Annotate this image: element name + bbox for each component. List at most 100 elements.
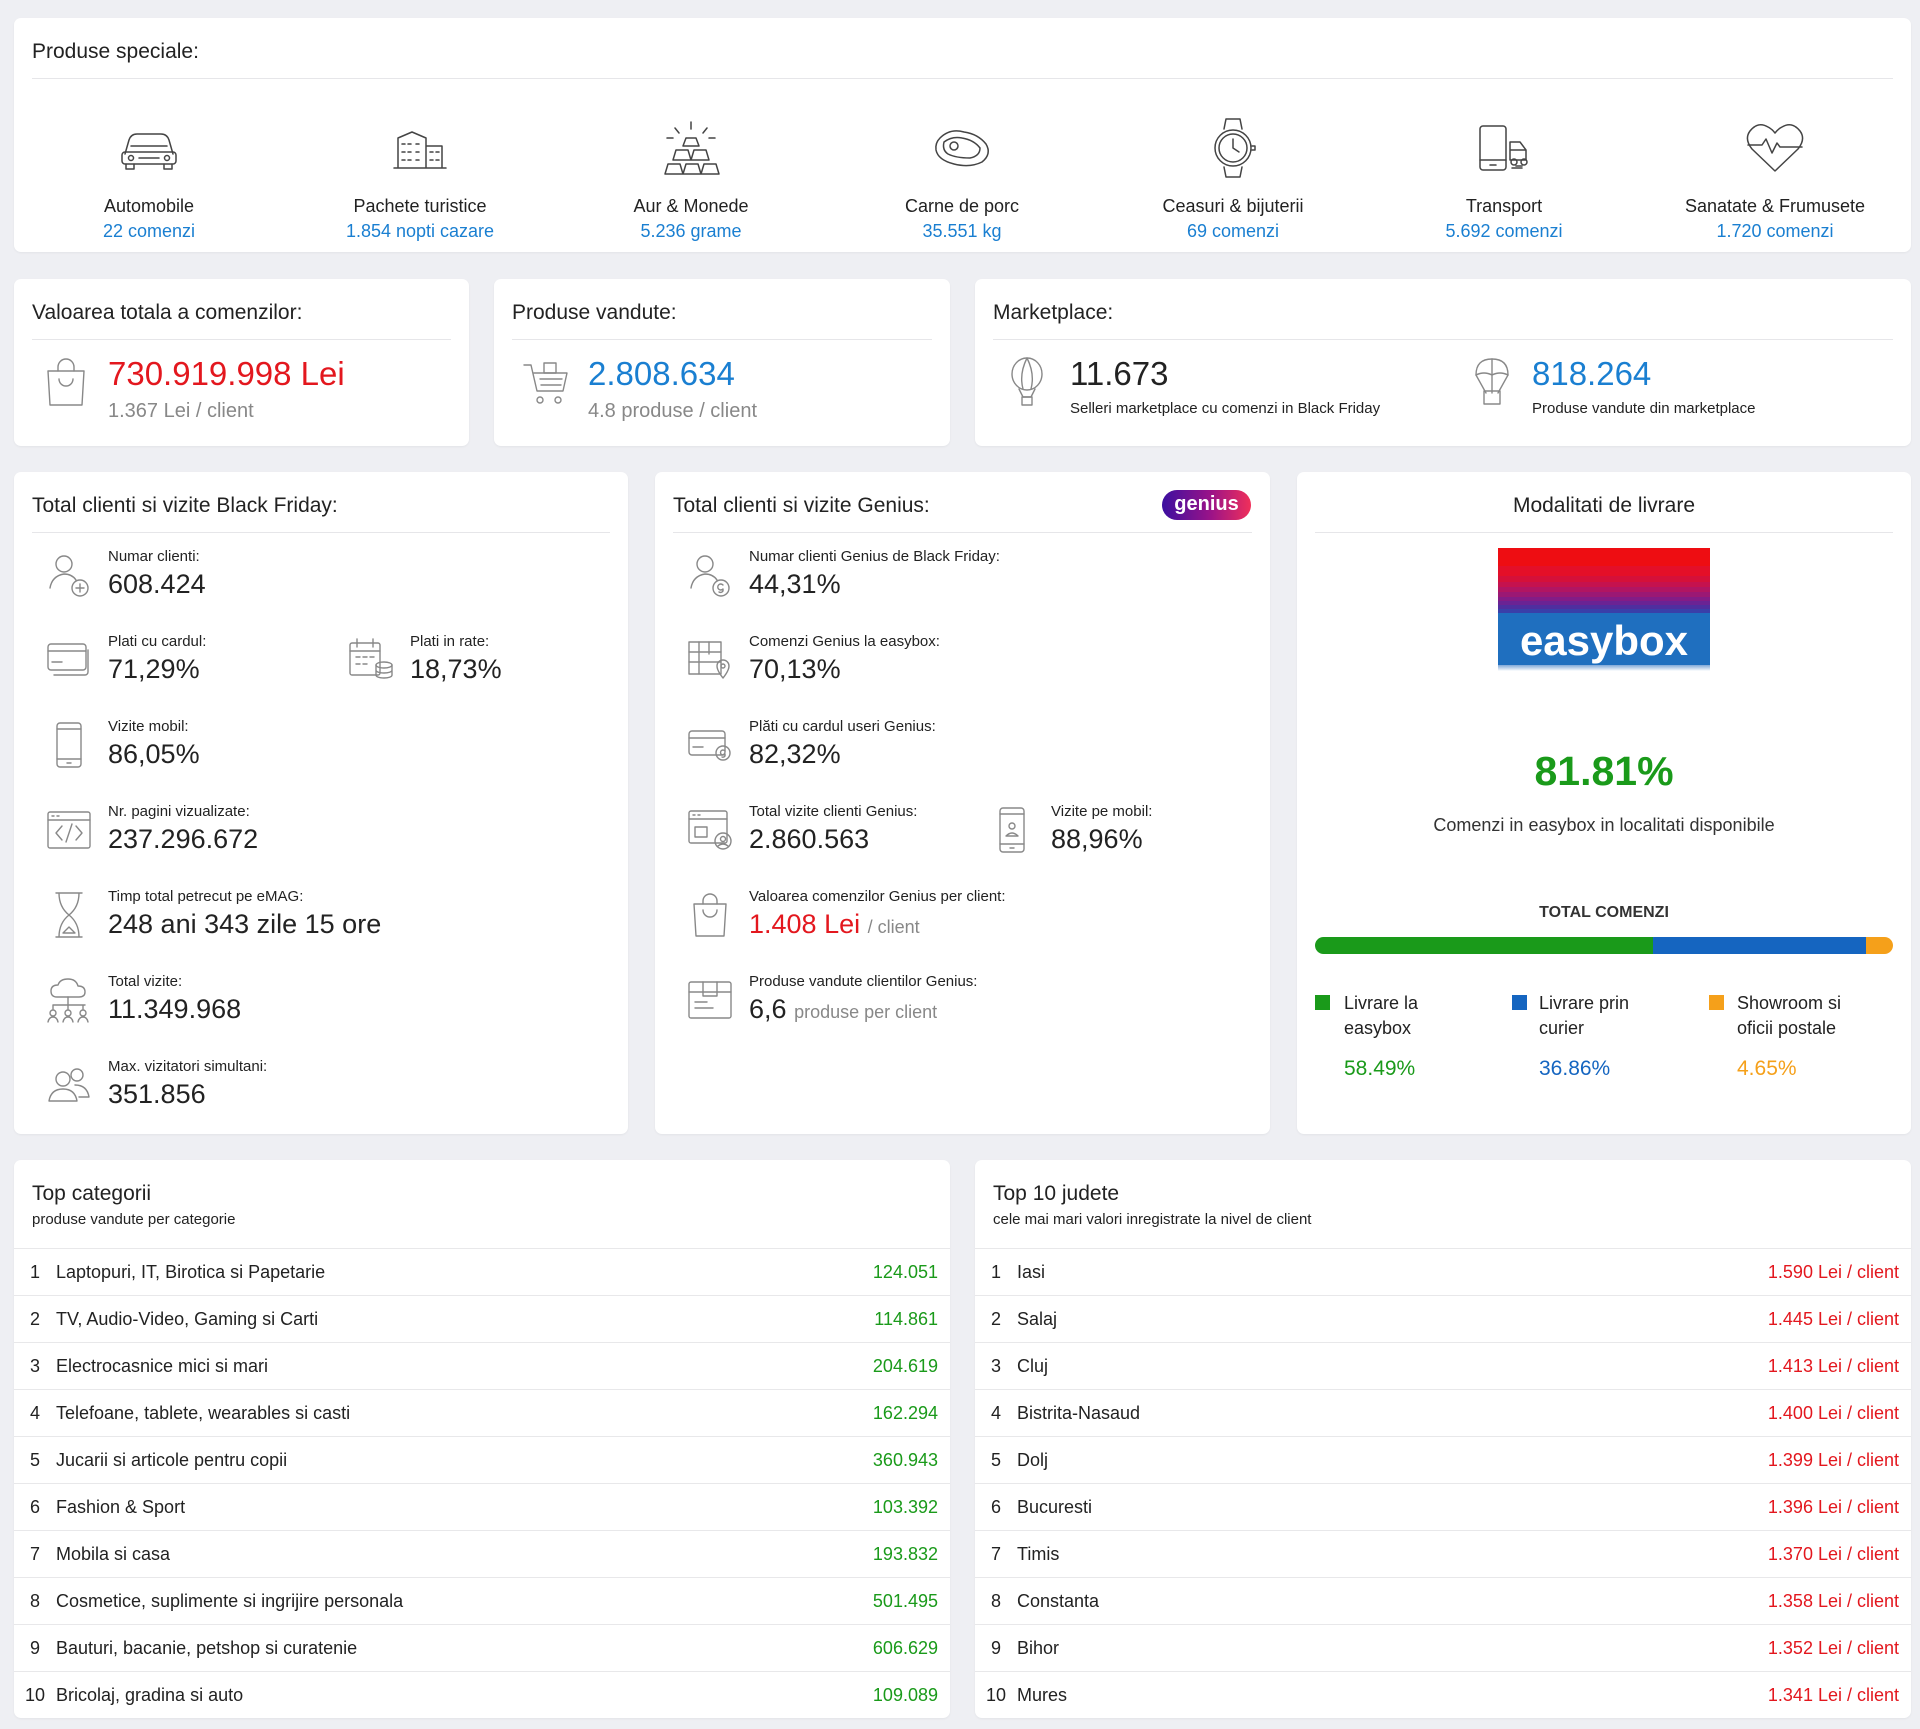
row-name: TV, Audio-Video, Gaming si Carti xyxy=(56,1308,319,1329)
special-item-value: 5.692 comenzi xyxy=(1445,221,1563,241)
row-name: Salaj xyxy=(1017,1308,1058,1329)
special-item-carne[interactable]: Carne de porc 35.551 kg xyxy=(827,116,1097,242)
special-item-value: 1.720 comenzi xyxy=(1716,221,1834,241)
black-friday-card: Total clienti si vizite Black Friday: Nu… xyxy=(14,472,628,1134)
special-item-label: Transport xyxy=(1465,196,1543,216)
genius-order-value: Valoarea comenzilor Genius per client: 1… xyxy=(693,888,1006,940)
marketplace-sellers-label: Selleri marketplace cu comenzi in Black … xyxy=(1070,400,1381,417)
special-item-transport[interactable]: Transport 5.692 comenzi xyxy=(1369,116,1639,242)
divider xyxy=(32,339,451,340)
genius-visits-label: Total vizite clienti Genius: xyxy=(749,803,918,820)
special-item-ceasuri[interactable]: Ceasuri & bijuterii 69 comenzi xyxy=(1098,116,1368,242)
top-categories-card: Top categorii produse vandute per catego… xyxy=(14,1160,950,1718)
legend-courier: Livrare prin curier 36.86% xyxy=(1512,991,1692,1081)
special-item-label: Sanatate & Frumusete xyxy=(1684,196,1866,216)
bf-card: Plati cu cardul: 71,29% xyxy=(47,633,207,685)
marketplace-title: Marketplace: xyxy=(993,301,1114,324)
delivery-icon xyxy=(1369,116,1639,180)
special-item-value: 5.236 grame xyxy=(640,221,742,241)
cloud-network-icon xyxy=(42,973,96,1027)
orders-value: 730.919.998 Lei xyxy=(108,355,345,392)
row-rank: 3 xyxy=(29,1355,40,1376)
top-counties-title: Top 10 judete xyxy=(993,1182,1120,1205)
bf-visits-label: Total vizite: xyxy=(108,973,183,990)
products-sold-title: Produse vandute: xyxy=(512,301,677,324)
marketplace-sellers-value: 11.673 xyxy=(1070,355,1169,392)
bf-card-label: Plati cu cardul: xyxy=(108,633,207,650)
special-item-sanatate[interactable]: Sanatate & Frumusete 1.720 comenzi xyxy=(1640,116,1910,242)
genius-products: Produse vandute clientilor Genius: 6,6 p… xyxy=(688,973,977,1025)
special-item-label: Automobile xyxy=(103,196,195,216)
row-rank: 1 xyxy=(990,1261,1001,1282)
bag-icon xyxy=(683,888,737,942)
easybox-logo-text: easybox xyxy=(1519,617,1689,664)
delivery-title: Modalitati de livrare xyxy=(1512,494,1696,517)
special-item-pachete[interactable]: Pachete turistice 1.854 nopti cazare xyxy=(285,116,555,242)
bf-mobile-value: 86,05% xyxy=(108,739,200,769)
row-name: Timis xyxy=(1017,1543,1060,1564)
bf-rate: Plati in rate: 18,73% xyxy=(349,633,502,685)
row-value: 360.943 xyxy=(872,1449,938,1470)
genius-badge: genius xyxy=(1162,490,1251,520)
total-orders-label: TOTAL COMENZI xyxy=(1539,904,1669,921)
table-row: 7 Mobila si casa 193.832 xyxy=(14,1530,950,1577)
genius-order-value-label: Valoarea comenzilor Genius per client: xyxy=(749,888,1006,905)
top-categories-title: Top categorii xyxy=(32,1182,152,1205)
browser-user-icon xyxy=(683,803,737,857)
special-item-label: Ceasuri & bijuterii xyxy=(1162,196,1304,216)
row-name: Dolj xyxy=(1017,1449,1049,1470)
genius-clients-label: Numar clienti Genius de Black Friday: xyxy=(749,548,1000,565)
row-value: 501.495 xyxy=(872,1590,938,1611)
table-row: 8 Cosmetice, suplimente si ingrijire pers… xyxy=(14,1577,950,1624)
table-row: 4 Telefoane, tablete, wearables si casti 1… xyxy=(14,1389,950,1436)
genius-easybox: Comenzi Genius la easybox: 70,13% xyxy=(688,633,940,685)
genius-products-value: 6,6 xyxy=(749,994,787,1024)
genius-clients: Numar clienti Genius de Black Friday: 44… xyxy=(690,548,1000,600)
card-genius-icon xyxy=(683,718,737,772)
table-row: 3 Cluj 1.413 Lei / client xyxy=(975,1342,1911,1389)
table-row: 10 Bricolaj, gradina si auto 109.089 xyxy=(14,1671,950,1718)
legend-value: 58.49% xyxy=(1344,1057,1416,1080)
row-rank: 1 xyxy=(29,1261,40,1282)
row-value: 162.294 xyxy=(872,1402,938,1423)
special-item-value: 69 comenzi xyxy=(1186,221,1280,241)
bf-max: Max. vizitatori simultani: 351.856 xyxy=(48,1058,267,1110)
watch-icon xyxy=(1098,116,1368,180)
easybox-caption: Comenzi in easybox in localitati disponi… xyxy=(1433,815,1775,835)
orders-value-card: Valoarea totala a comenzilor: 730.919.99… xyxy=(14,279,469,446)
special-item-aur[interactable]: Aur & Monede 5.236 grame xyxy=(556,116,826,242)
package-icon xyxy=(683,973,737,1027)
legend-label: Showroom si xyxy=(1737,993,1842,1013)
table-row: 5 Jucarii si articole pentru copii 360.943 xyxy=(14,1436,950,1483)
gold-bars-icon xyxy=(556,116,826,180)
marketplace-products-label: Produse vandute din marketplace xyxy=(1532,400,1756,417)
row-value: 1.358 Lei / client xyxy=(1767,1590,1899,1611)
divider xyxy=(32,532,610,533)
genius-clients-value: 44,31% xyxy=(749,569,841,599)
bf-clients-label: Numar clienti: xyxy=(108,548,200,565)
special-item-label: Carne de porc xyxy=(904,196,1020,216)
credit-card-icon xyxy=(42,633,96,687)
row-name: Bistrita-Nasaud xyxy=(1017,1402,1141,1423)
bf-card-value: 71,29% xyxy=(108,654,200,684)
divider xyxy=(512,339,932,340)
top-counties-card: Top 10 judete cele mai mari valori inreg… xyxy=(975,1160,1911,1718)
table-row: 8 Constanta 1.358 Lei / client xyxy=(975,1577,1911,1624)
genius-easybox-value: 70,13% xyxy=(749,654,841,684)
row-value: 1.413 Lei / client xyxy=(1767,1355,1899,1376)
row-value: 606.629 xyxy=(872,1637,938,1658)
legend-label: curier xyxy=(1539,1018,1585,1038)
genius-card-value: 82,32% xyxy=(749,739,841,769)
calendar-coins-icon xyxy=(344,633,398,687)
cart-icon xyxy=(522,359,570,412)
genius-mobile-value: 88,96% xyxy=(1051,824,1143,854)
special-item-automobile[interactable]: Automobile 22 comenzi xyxy=(14,116,284,242)
shopping-bag-icon xyxy=(44,357,88,412)
row-name: Telefoane, tablete, wearables si casti xyxy=(56,1402,351,1423)
user-genius-icon xyxy=(683,548,737,602)
delivery-share-bar xyxy=(1315,937,1893,954)
bf-time: Timp total petrecut pe eMAG: 248 ani 343… xyxy=(55,888,381,940)
meat-icon xyxy=(827,116,1097,180)
bf-rate-value: 18,73% xyxy=(410,654,502,684)
row-name: Iasi xyxy=(1017,1261,1046,1282)
